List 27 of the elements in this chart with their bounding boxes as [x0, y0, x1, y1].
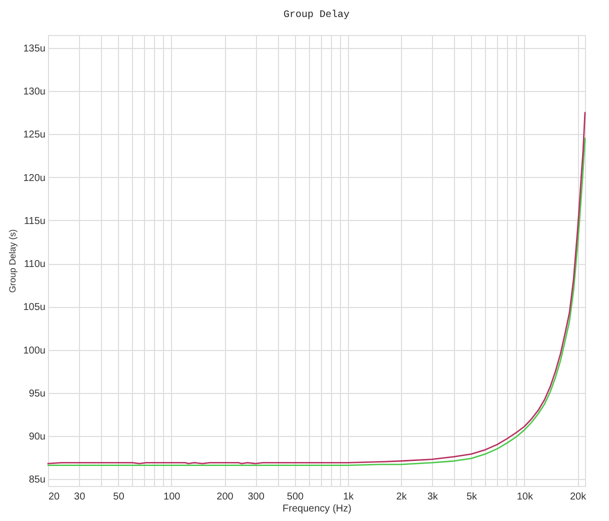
x-tick-label: 30: [74, 492, 86, 502]
chart-title: Group Delay: [283, 9, 350, 21]
x-tick-label: 20k: [570, 492, 588, 502]
y-tick-label: 135u: [23, 43, 46, 54]
y-tick-label: 105u: [23, 302, 46, 314]
y-tick-label: 95u: [28, 388, 46, 400]
x-axis-title: Frequency (Hz): [282, 504, 352, 514]
x-tick-label: 20: [48, 492, 60, 502]
x-tick-label: 300: [248, 492, 265, 502]
y-tick-label: 90u: [28, 431, 46, 442]
x-tick-label: 10k: [516, 492, 534, 502]
x-tick-label: 200: [216, 492, 234, 502]
y-tick-label: 100u: [23, 345, 46, 356]
y-tick-label: 130u: [23, 86, 46, 98]
x-tick-label: 2k: [396, 492, 408, 502]
y-tick-label: 85u: [28, 474, 46, 486]
y-axis-title: Group Delay (s): [7, 229, 18, 293]
x-tick-label: 100: [164, 492, 181, 502]
y-tick-label: 115u: [24, 216, 46, 227]
y-tick-label: 125u: [23, 130, 46, 141]
x-tick-label: 5k: [466, 492, 478, 502]
x-tick-label: 3k: [427, 492, 439, 502]
y-tick-label: 120u: [23, 172, 46, 184]
x-tick-label: 500: [286, 492, 304, 502]
y-tick-label: 110u: [24, 259, 46, 270]
x-tick-label: 1k: [343, 492, 355, 502]
x-tick-label: 50: [113, 492, 125, 502]
